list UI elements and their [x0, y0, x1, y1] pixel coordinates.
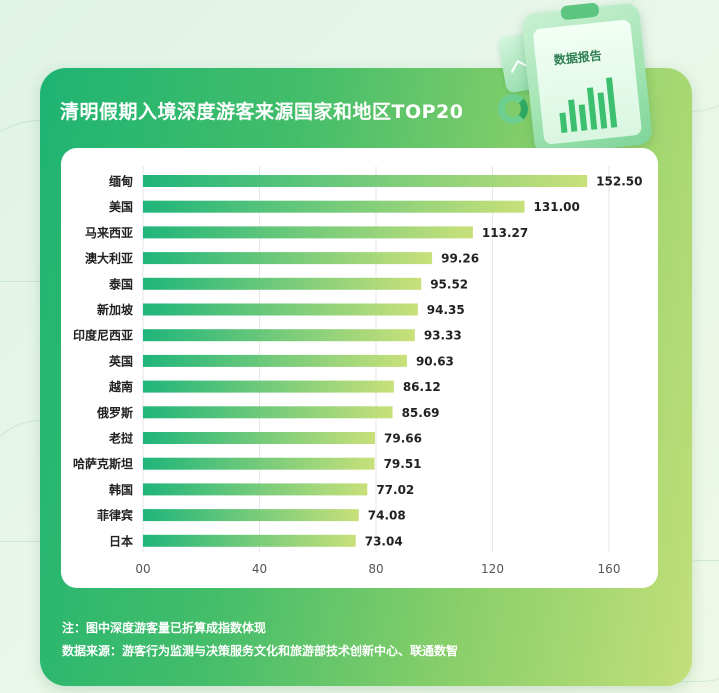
- value-label: 74.08: [368, 509, 406, 523]
- category-label: 马来西亚: [85, 225, 133, 240]
- value-label: 95.52: [430, 277, 468, 291]
- chart-title: 清明假期入境深度游客来源国家和地区TOP20: [60, 101, 464, 123]
- category-label: 韩国: [109, 482, 133, 497]
- category-label: 缅甸: [109, 174, 133, 189]
- bar: [143, 380, 394, 393]
- value-label: 94.35: [427, 303, 465, 317]
- value-label: 79.66: [384, 432, 422, 446]
- bar: [143, 509, 359, 522]
- bar: [143, 534, 356, 547]
- bar: [143, 406, 393, 419]
- x-tick-label: 40: [252, 562, 267, 576]
- bar: [143, 303, 418, 316]
- value-label: 113.27: [482, 226, 528, 240]
- x-tick-label: 120: [481, 562, 504, 576]
- clipboard-paper: 数据报告: [532, 19, 643, 145]
- category-label: 菲律宾: [97, 508, 133, 523]
- clipboard-clip: [560, 2, 600, 21]
- chart-note: 注：图中深度游客量已折算成指数体现: [62, 621, 267, 635]
- category-label: 哈萨克斯坦: [73, 456, 133, 471]
- x-tick-label: 160: [598, 562, 621, 576]
- category-label: 英国: [109, 353, 133, 368]
- value-label: 90.63: [416, 354, 454, 368]
- bar: [143, 432, 376, 444]
- category-label: 老挝: [109, 431, 134, 446]
- report-clipboard-illustration: 数据报告: [520, 2, 654, 156]
- value-label: 93.33: [424, 329, 462, 343]
- data-source-note: 数据来源：游客行为监测与决策服务文化和旅游部技术创新中心、联通数智: [62, 644, 459, 658]
- category-label: 越南: [108, 379, 133, 394]
- category-label: 新加坡: [97, 302, 134, 317]
- category-label: 澳大利亚: [85, 251, 133, 266]
- value-label: 99.26: [441, 252, 479, 266]
- bar: [143, 354, 407, 367]
- donut-icon: [498, 94, 528, 124]
- value-label: 86.12: [403, 380, 441, 394]
- value-label: 77.02: [376, 483, 414, 497]
- value-label: 79.51: [384, 457, 422, 471]
- value-label: 85.69: [402, 406, 440, 420]
- bar: [143, 226, 473, 239]
- category-label: 日本: [109, 533, 133, 548]
- value-label: 152.50: [596, 175, 642, 189]
- x-tick-label: 80: [368, 562, 383, 576]
- category-label: 印度尼西亚: [73, 328, 133, 343]
- value-label: 131.00: [534, 200, 580, 214]
- x-tick-label: 00: [135, 562, 150, 576]
- bar: [143, 457, 375, 470]
- chart-card: 缅甸 152.50 美国 131.00 马来西亚 113.27 澳大利亚 99.26 泰国 95.…: [61, 148, 658, 588]
- bar: [143, 277, 422, 290]
- category-label: 美国: [109, 199, 133, 214]
- bar: [143, 200, 525, 213]
- category-label: 泰国: [108, 276, 133, 291]
- bar: [143, 483, 368, 496]
- bar: [143, 329, 415, 342]
- bar: [143, 175, 588, 187]
- bar: [143, 252, 433, 265]
- bar-chart: 缅甸 152.50 美国 131.00 马来西亚 113.27 澳大利亚 99.26 泰国 95.…: [73, 166, 642, 576]
- value-label: 73.04: [365, 534, 403, 548]
- category-label: 俄罗斯: [96, 405, 133, 420]
